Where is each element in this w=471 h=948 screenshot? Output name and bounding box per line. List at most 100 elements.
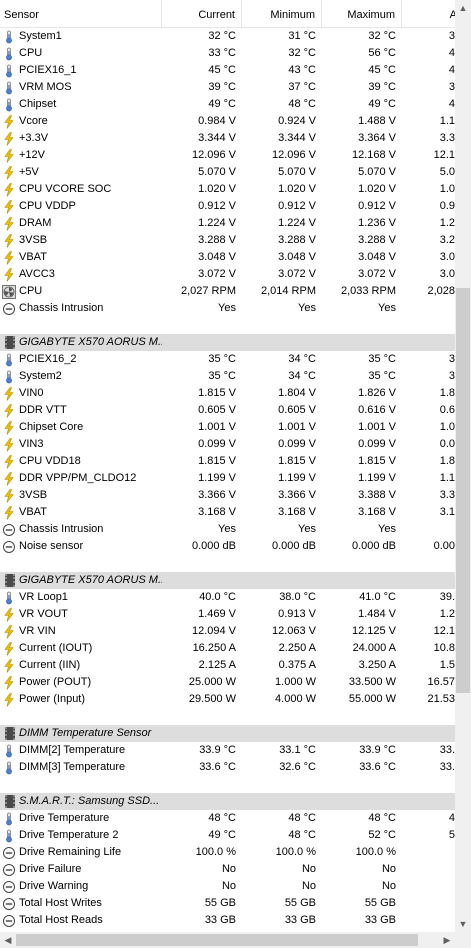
sensor-row[interactable]: AVCC3 3.072 V 3.072 V 3.072 V 3.0 — [0, 266, 455, 283]
lightning-icon — [2, 488, 16, 503]
sensor-row[interactable]: VBAT 3.048 V 3.048 V 3.048 V 3.0 — [0, 249, 455, 266]
column-sensor[interactable]: Sensor — [0, 0, 162, 27]
sensor-list[interactable]: System1 32 °C 31 °C 32 °C 3 CPU 33 °C 32 °C 56 °… — [0, 28, 455, 930]
current-value: 3.048 V — [198, 251, 236, 263]
average-value: 1.1 — [439, 115, 455, 127]
minimum-value: 43 °C — [288, 64, 316, 76]
average-value: 1.2 — [439, 608, 455, 620]
sensor-row[interactable]: System1 32 °C 31 °C 32 °C 3 — [0, 28, 455, 45]
column-average[interactable]: Aver — [402, 0, 455, 27]
sensor-row[interactable]: Drive Failure No No No — [0, 861, 455, 878]
sensor-name-cell: Power (POUT) — [0, 674, 162, 691]
sensor-row[interactable]: DIMM[2] Temperature 33.9 °C 33.1 °C 33.9 °C… — [0, 742, 455, 759]
sensor-row[interactable]: VIN0 1.815 V 1.804 V 1.826 V 1.8 — [0, 385, 455, 402]
sensor-row[interactable]: VR Loop1 40.0 °C 38.0 °C 41.0 °C 39. — [0, 589, 455, 606]
current-value: 1.224 V — [198, 217, 236, 229]
average-value: 1.8 — [439, 387, 455, 399]
sensor-row[interactable]: CPU 2,027 RPM 2,014 RPM 2,033 RPM 2,028 — [0, 283, 455, 300]
current-value: 1.815 V — [198, 455, 236, 467]
sensor-row[interactable]: DDR VPP/PM_CLDO12 1.199 V 1.199 V 1.199 V 1.… — [0, 470, 455, 487]
sensor-row[interactable]: Drive Temperature 48 °C 48 °C 48 °C 4 — [0, 810, 455, 827]
thermometer-icon — [2, 353, 16, 367]
minimum-value: 2,014 RPM — [260, 285, 316, 297]
horizontal-scroll-thumb[interactable] — [16, 934, 418, 946]
sensor-row[interactable]: Drive Remaining Life 100.0 % 100.0 % 100.0 … — [0, 844, 455, 861]
current-value: No — [221, 863, 236, 875]
column-current[interactable]: Current — [162, 0, 242, 27]
sensor-name-cell: +5V — [0, 164, 162, 181]
spacer-row — [0, 317, 455, 334]
spacer-row — [0, 555, 455, 572]
sensor-row[interactable]: VR VIN 12.094 V 12.063 V 12.125 V 12.1 — [0, 623, 455, 640]
sensor-name-cell: Vcore — [0, 113, 162, 130]
sensor-row[interactable]: +12V 12.096 V 12.096 V 12.168 V 12.1 — [0, 147, 455, 164]
group-header-row[interactable]: S.M.A.R.T.: Samsung SSD... — [0, 793, 455, 810]
average-value: 39. — [439, 591, 455, 603]
average-value: 0.6 — [439, 404, 455, 416]
thermometer-icon — [2, 98, 16, 112]
sensor-row[interactable]: 3VSB 3.288 V 3.288 V 3.288 V 3.2 — [0, 232, 455, 249]
sensor-row[interactable]: DDR VTT 0.605 V 0.605 V 0.616 V 0.6 — [0, 402, 455, 419]
vertical-scrollbar[interactable]: ▲ ▼ — [455, 0, 471, 932]
sensor-name-cell: DIMM[2] Temperature — [0, 742, 162, 759]
sensor-row[interactable]: 3VSB 3.366 V 3.366 V 3.388 V 3.3 — [0, 487, 455, 504]
average-value: 21.53 — [427, 693, 455, 705]
maximum-value: No — [381, 880, 396, 892]
average-value: 1.5 — [439, 659, 455, 671]
group-header-row[interactable]: DIMM Temperature Sensor — [0, 725, 455, 742]
horizontal-scrollbar[interactable]: ◀ ▶ — [0, 932, 455, 948]
sensor-row[interactable]: VRM MOS 39 °C 37 °C 39 °C 3 — [0, 79, 455, 96]
scroll-down-arrow-icon[interactable]: ▼ — [458, 919, 468, 929]
sensor-row[interactable]: System2 35 °C 34 °C 35 °C 3 — [0, 368, 455, 385]
sensor-row[interactable]: VIN3 0.099 V 0.099 V 0.099 V 0.0 — [0, 436, 455, 453]
sensor-row[interactable]: PCIEX16_2 35 °C 34 °C 35 °C 3 — [0, 351, 455, 368]
sensor-row[interactable]: Power (Input) 29.500 W 4.000 W 55.000 W 21.5… — [0, 691, 455, 708]
sensor-row[interactable]: Chassis Intrusion Yes Yes Yes — [0, 300, 455, 317]
sensor-row[interactable]: VBAT 3.168 V 3.168 V 3.168 V 3.1 — [0, 504, 455, 521]
group-name-cell: DIMM Temperature Sensor — [0, 725, 162, 742]
group-name: DIMM Temperature Sensor — [19, 727, 152, 739]
sensor-row[interactable]: Drive Temperature 2 49 °C 48 °C 52 °C 5 — [0, 827, 455, 844]
sensor-row[interactable]: Noise sensor 0.000 dB 0.000 dB 0.000 dB 0.00 — [0, 538, 455, 555]
column-minimum[interactable]: Minimum — [242, 0, 322, 27]
sensor-row[interactable]: Power (POUT) 25.000 W 1.000 W 33.500 W 16.57 — [0, 674, 455, 691]
group-header-row[interactable]: GIGABYTE X570 AORUS M... — [0, 572, 455, 589]
sensor-name-cell: CPU VDDP — [0, 198, 162, 215]
sensor-row[interactable]: +3.3V 3.344 V 3.344 V 3.364 V 3.3 — [0, 130, 455, 147]
lightning-icon — [2, 182, 16, 197]
sensor-name: CPU — [19, 47, 43, 59]
sensor-row[interactable]: Total Host Reads 33 GB 33 GB 33 GB — [0, 912, 455, 929]
sensor-row[interactable]: Current (IIN) 2.125 A 0.375 A 3.250 A 1.5 — [0, 657, 455, 674]
minimum-value: 1.020 V — [278, 183, 316, 195]
sensor-name-cell: Current (IOUT) — [0, 640, 162, 657]
sensor-row[interactable]: Current (IOUT) 16.250 A 2.250 A 24.000 A 10.… — [0, 640, 455, 657]
sensor-row[interactable]: Total Host Writes 55 GB 55 GB 55 GB — [0, 895, 455, 912]
sensor-row[interactable]: VR VOUT 1.469 V 0.913 V 1.484 V 1.2 — [0, 606, 455, 623]
sensor-name: VR Loop1 — [19, 591, 68, 603]
sensor-row[interactable]: PCIEX16_1 45 °C 43 °C 45 °C 4 — [0, 62, 455, 79]
maximum-value: 12.168 V — [351, 149, 396, 161]
sensor-row[interactable]: CPU VDDP 0.912 V 0.912 V 0.912 V 0.9 — [0, 198, 455, 215]
sensor-row[interactable]: CPU VDD18 1.815 V 1.815 V 1.815 V 1.8 — [0, 453, 455, 470]
sensor-row[interactable]: DIMM[3] Temperature 33.6 °C 32.6 °C 33.6 °C… — [0, 759, 455, 776]
sensor-row[interactable]: Chassis Intrusion Yes Yes Yes — [0, 521, 455, 538]
sensor-row[interactable]: Chipset 49 °C 48 °C 49 °C 4 — [0, 96, 455, 113]
average-value — [402, 300, 455, 317]
sensor-row[interactable]: CPU VCORE SOC 1.020 V 1.020 V 1.020 V 1.0 — [0, 181, 455, 198]
sensor-row[interactable]: Drive Warning No No No — [0, 878, 455, 895]
sensor-row[interactable]: Vcore 0.984 V 0.924 V 1.488 V 1.1 — [0, 113, 455, 130]
group-header-row[interactable]: GIGABYTE X570 AORUS M... — [0, 334, 455, 351]
average-value — [402, 912, 455, 929]
sensor-row[interactable]: Chipset Core 1.001 V 1.001 V 1.001 V 1.0 — [0, 419, 455, 436]
minimum-value: 37 °C — [288, 81, 316, 93]
scroll-left-arrow-icon[interactable]: ◀ — [4, 935, 12, 945]
sensor-row[interactable]: DRAM 1.224 V 1.224 V 1.236 V 1.2 — [0, 215, 455, 232]
vertical-scroll-thumb[interactable] — [456, 288, 470, 693]
scroll-up-arrow-icon[interactable]: ▲ — [458, 3, 468, 13]
column-maximum[interactable]: Maximum — [322, 0, 402, 27]
scroll-right-arrow-icon[interactable]: ▶ — [443, 935, 451, 945]
lightning-icon — [2, 658, 16, 673]
sensor-row[interactable]: +5V 5.070 V 5.070 V 5.070 V 5.0 — [0, 164, 455, 181]
sensor-row[interactable]: CPU 33 °C 32 °C 56 °C 4 — [0, 45, 455, 62]
thermometer-icon — [2, 829, 16, 843]
